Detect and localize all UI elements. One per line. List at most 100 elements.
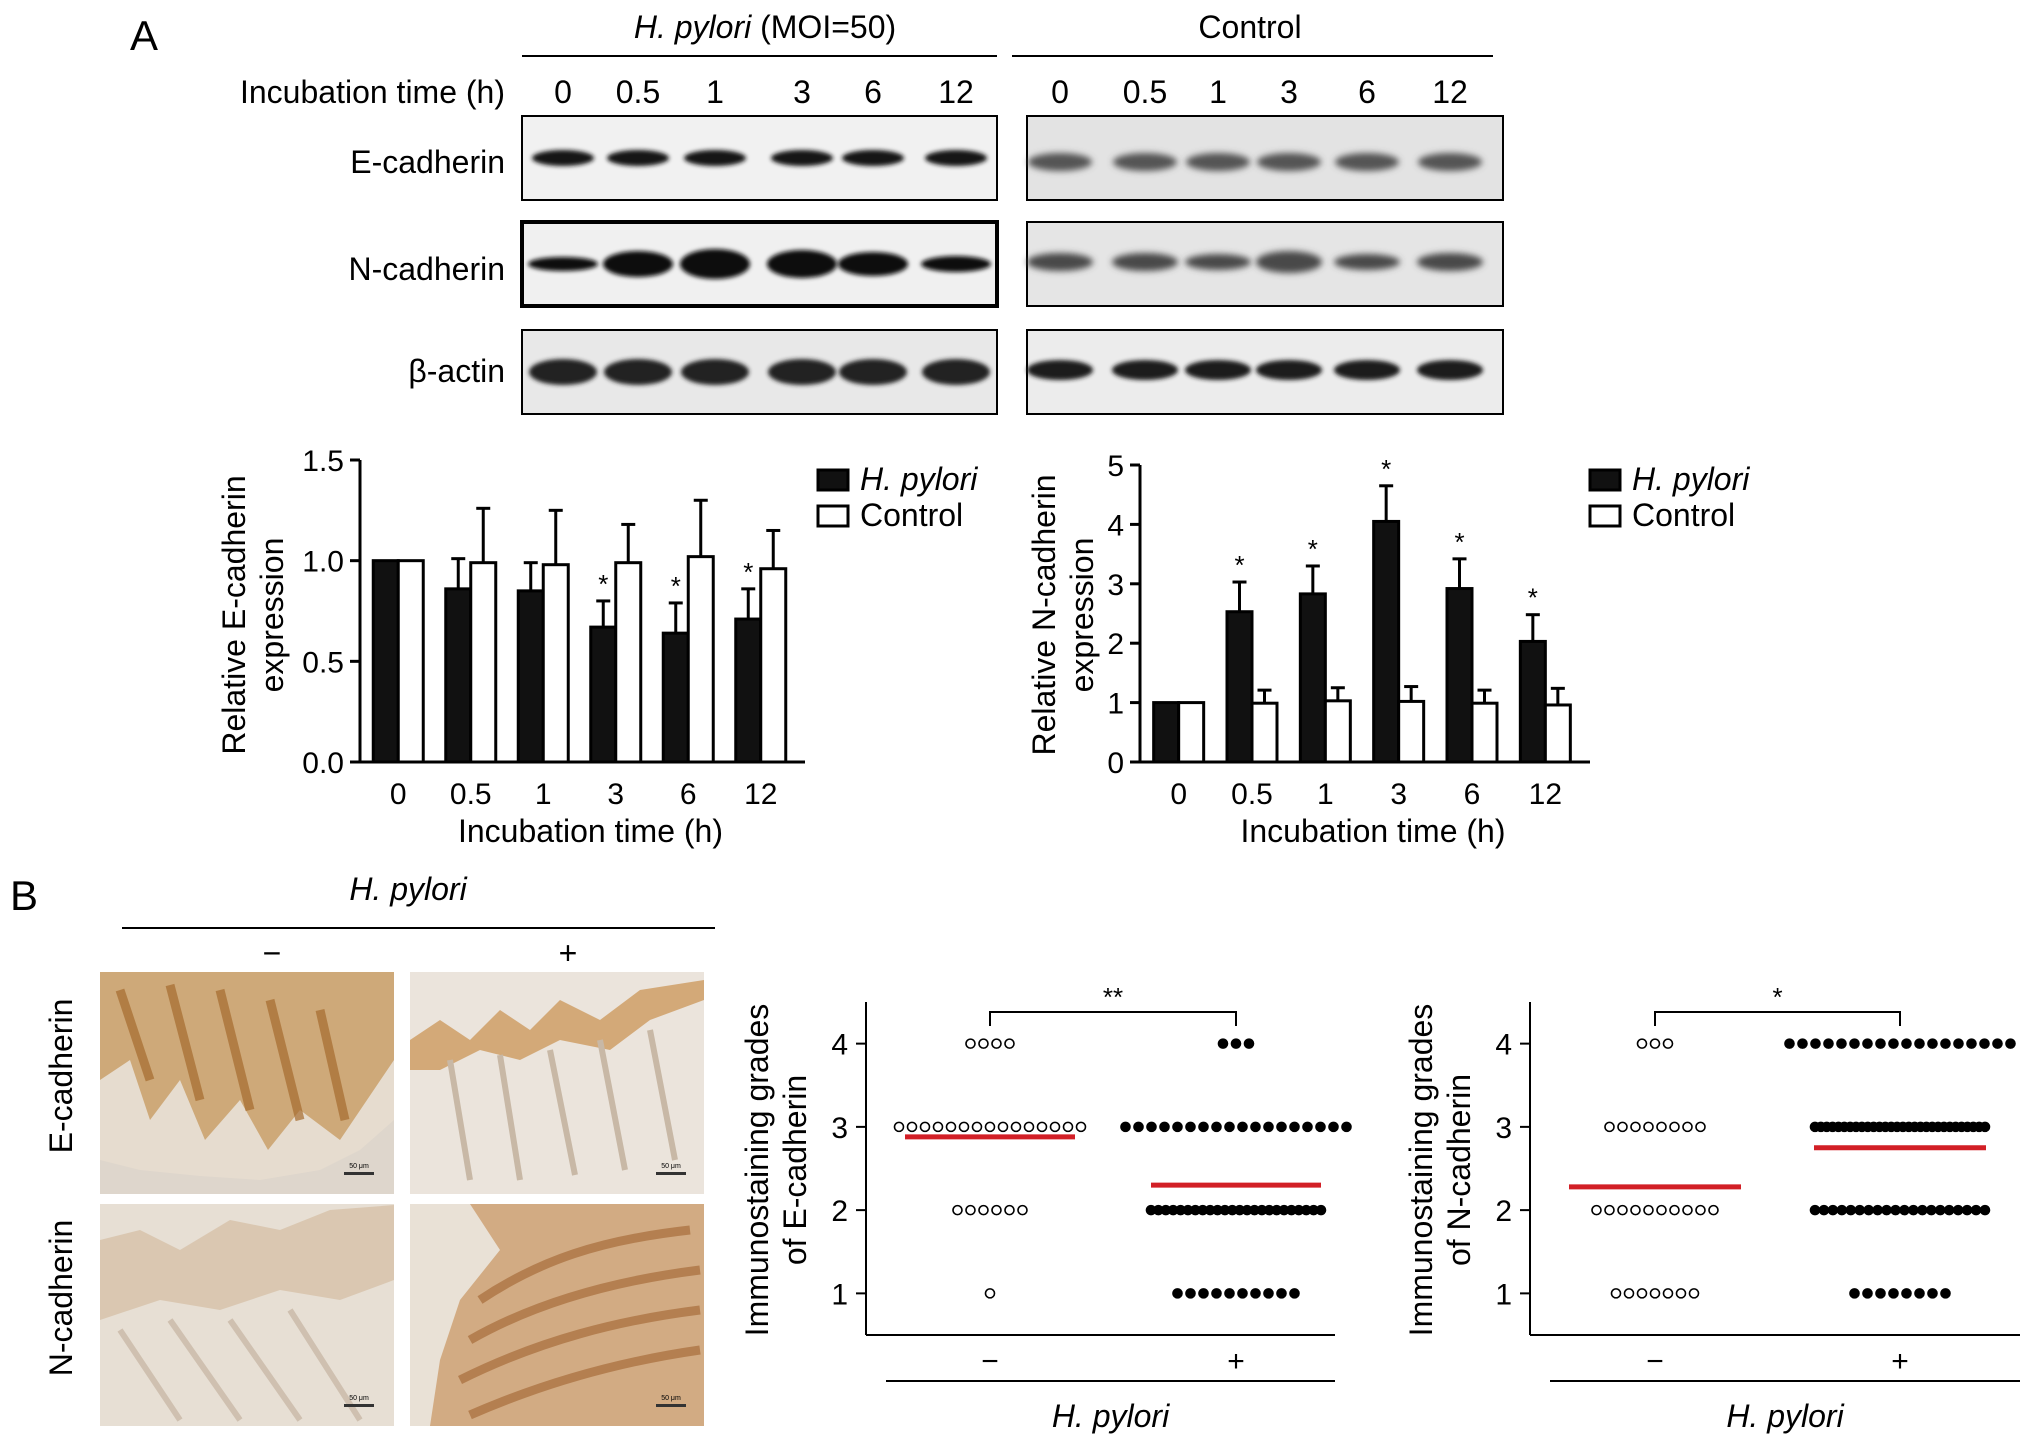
ecad-legend-label-0: H. pylori [860, 461, 978, 497]
blot-group-hpylori: H. pylori (MOI=50) [522, 9, 997, 57]
ncad-bar-0-5 [1518, 639, 1547, 764]
ngrade-point-1-2-17 [1961, 1204, 1973, 1216]
ngrade-point-0-4-2 [1662, 1038, 1674, 1049]
egrade-point-1-3-16 [1328, 1121, 1339, 1133]
ngrade-point-1-2-12 [1917, 1204, 1928, 1216]
ngrade-point-0-2-7 [1682, 1204, 1693, 1216]
ncad-bar-1-5 [1543, 703, 1572, 764]
egrade-ylabel-1: Immunostaining grades [739, 1004, 775, 1337]
ngrade-point-1-2-1 [1818, 1204, 1830, 1216]
ngrade-ylabel-1: Immunostaining grades [1403, 1004, 1439, 1337]
band-ecad-control-3 [1257, 153, 1321, 171]
panel-label-a: A [130, 12, 158, 59]
ngrade-ytick-label-3: 4 [1495, 1029, 1512, 1062]
band-ncad-control-2 [1185, 254, 1251, 270]
ngrade-point-1-2-4 [1845, 1204, 1857, 1216]
egrade-point-1-4-2 [1243, 1038, 1255, 1049]
egrade-point-0-3-11 [1036, 1121, 1048, 1133]
egrade-ytick-label-2: 3 [831, 1112, 848, 1145]
band-ecad-hpylori-1 [607, 150, 669, 166]
ihc-scale-ecad-neg: 50 μm [349, 1163, 369, 1170]
ncad-ylabel-2: expression [1064, 538, 1100, 693]
ngrade-point-1-4-14 [1966, 1038, 1977, 1049]
egrade-point-1-3-9 [1237, 1121, 1248, 1133]
ecad-bar-0-3 [589, 625, 618, 764]
egrade-point-0-3-2 [919, 1121, 931, 1133]
ncad-legend-swatch-1 [1588, 504, 1622, 528]
blot-row-label-bactin: β-actin [408, 353, 505, 389]
ngrade-point-0-4-0 [1636, 1038, 1648, 1049]
lane-label-control-3: 3 [1280, 74, 1298, 110]
egrade-point-1-1-3 [1211, 1288, 1222, 1299]
egrade-point-0-3-7 [984, 1121, 996, 1133]
ncad-ytick-label-2: 2 [1107, 628, 1124, 661]
egrade-point-0-2-2 [978, 1204, 989, 1216]
ihc-scale-ecad-pos: 50 μm [661, 1163, 681, 1170]
egrade-point-0-3-13 [1062, 1121, 1074, 1133]
egrade-point-1-4-1 [1230, 1038, 1242, 1049]
ngrade-point-1-1-4 [1901, 1288, 1912, 1299]
lane-label-control-1: 0.5 [1123, 74, 1167, 110]
ecad-bar-1-0 [396, 559, 425, 764]
ngrade-point-0-3-7 [1695, 1121, 1706, 1133]
ngrade-point-1-1-0 [1849, 1288, 1860, 1299]
ngrade-point-0-2-4 [1643, 1204, 1654, 1216]
band-ncad-hpylori-2 [680, 249, 750, 279]
ncad-legend-label-0: H. pylori [1632, 461, 1750, 497]
ngrade-ylabel-2: of N-cadherin [1441, 1074, 1477, 1266]
band-bactin-hpylori-4 [839, 359, 907, 385]
ngrade-point-0-1-2 [1636, 1288, 1648, 1299]
ecad-bar-1-3 [614, 561, 643, 764]
egrade-point-1-3-0 [1120, 1121, 1131, 1133]
egrade-point-1-3-6 [1198, 1121, 1209, 1133]
ngrade-point-1-4-12 [1940, 1038, 1951, 1049]
ngrade-point-1-1-6 [1927, 1288, 1938, 1299]
band-ecad-control-5 [1418, 153, 1482, 171]
ngrade-ytick-label-2: 3 [1495, 1112, 1512, 1145]
ecad-ytick-label-2: 1.0 [302, 546, 344, 579]
ngrade-point-1-2-10 [1899, 1204, 1910, 1216]
ngrade-point-1-1-1 [1862, 1288, 1873, 1299]
ngrade-point-1-4-17 [2005, 1038, 2016, 1049]
lane-label-control-4: 6 [1358, 74, 1376, 110]
egrade-sig-label: ** [1103, 982, 1123, 1012]
egrade-point-0-2-4 [1004, 1204, 1015, 1216]
lane-label-hpylori-4: 6 [864, 74, 882, 110]
ngrade-point-1-4-7 [1875, 1038, 1886, 1049]
egrade-point-1-1-5 [1237, 1288, 1248, 1299]
egrade-point-0-4-0 [965, 1038, 976, 1049]
ncad-sig-2: * [1308, 534, 1318, 564]
egrade-point-1-3-11 [1263, 1121, 1274, 1133]
ncad-xtick-label-1: 0.5 [1231, 778, 1273, 811]
egrade-point-1-1-1 [1185, 1288, 1196, 1299]
egrade-point-1-3-12 [1276, 1121, 1287, 1133]
ngrade-point-0-2-9 [1708, 1204, 1719, 1216]
egrade-point-0-4-2 [991, 1038, 1002, 1049]
ngrade-xlabel: H. pylori [1726, 1398, 1844, 1434]
ecad-xtick-label-0: 0 [390, 778, 407, 811]
egrade-point-1-3-15 [1315, 1121, 1326, 1133]
ecad-bar-1-2 [541, 563, 570, 764]
egrade-point-1-3-1 [1133, 1121, 1144, 1133]
ncad-legend-label-1: Control [1632, 497, 1735, 533]
ngrade-point-1-1-3 [1888, 1288, 1899, 1299]
ngrade-point-0-4-1 [1649, 1038, 1661, 1049]
lane-label-hpylori-1: 0.5 [616, 74, 660, 110]
band-ecad-hpylori-3 [771, 150, 833, 166]
egrade-point-0-3-0 [893, 1121, 905, 1133]
chart-e-cadherin: 0.0 0.5 1.0 1.5 0 0.5 1 * 3 * 6 * 12 Incubation time … [216, 445, 978, 849]
egrade-group-label-0: − [981, 1345, 999, 1378]
ngrade-point-1-4-15 [1979, 1038, 1990, 1049]
ncad-ytick-label-0: 0 [1107, 747, 1124, 780]
ngrade-sig-label: * [1772, 982, 1782, 1012]
egrade-point-0-3-9 [1010, 1121, 1022, 1133]
ncad-bar-0-4 [1445, 587, 1474, 764]
egrade-point-0-3-1 [906, 1121, 918, 1133]
ncad-bar-1-1 [1250, 701, 1279, 764]
ngrade-point-1-4-13 [1953, 1038, 1964, 1049]
egrade-ylabel-2: of E-cadherin [777, 1075, 813, 1265]
band-bactin-hpylori-5 [922, 359, 990, 385]
egrade-point-1-3-7 [1211, 1121, 1222, 1133]
dotplot-e-cadherin: 1 2 3 4 − + ** H. pylori Immunostaining grades of… [739, 982, 1352, 1434]
